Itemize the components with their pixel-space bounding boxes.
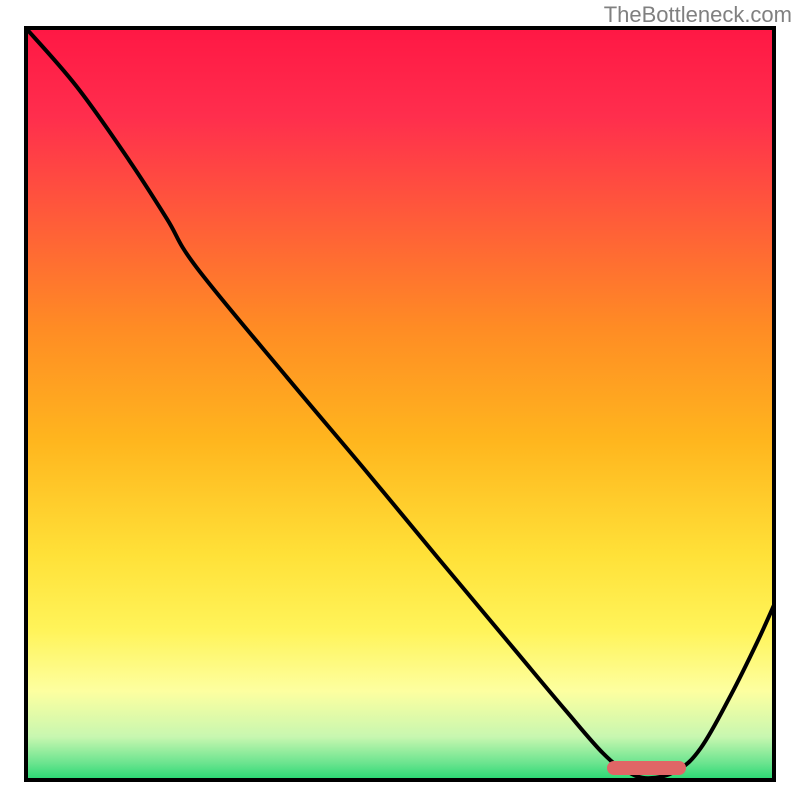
plot-area [24,26,776,782]
optimal-range-marker [607,761,686,775]
watermark-text: TheBottleneck.com [604,2,792,28]
gradient-background [24,26,776,782]
